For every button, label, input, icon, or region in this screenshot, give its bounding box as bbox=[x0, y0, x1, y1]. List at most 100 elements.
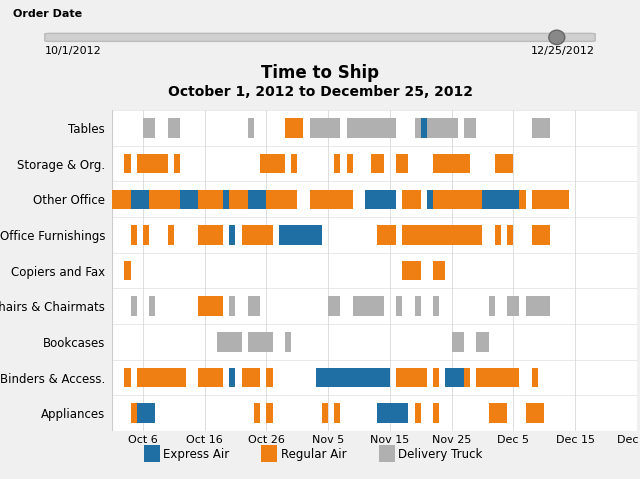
Bar bbox=[261, 445, 277, 462]
Bar bbox=[415, 118, 420, 138]
Text: 12/25/2012: 12/25/2012 bbox=[531, 46, 595, 56]
Bar bbox=[131, 403, 137, 423]
Bar bbox=[532, 368, 538, 388]
Bar bbox=[328, 297, 340, 316]
Bar bbox=[378, 225, 396, 245]
Text: Express Air: Express Air bbox=[163, 447, 230, 461]
Bar bbox=[149, 190, 180, 209]
Bar bbox=[513, 297, 520, 316]
Bar bbox=[476, 368, 520, 388]
Text: Delivery Truck: Delivery Truck bbox=[398, 447, 483, 461]
Bar bbox=[420, 118, 427, 138]
Bar bbox=[229, 297, 236, 316]
Bar bbox=[347, 118, 396, 138]
Bar bbox=[310, 190, 353, 209]
Bar bbox=[285, 332, 291, 352]
Bar bbox=[396, 154, 408, 173]
Bar bbox=[168, 225, 173, 245]
Bar bbox=[223, 190, 229, 209]
Bar bbox=[347, 368, 390, 388]
Bar bbox=[402, 261, 420, 280]
Bar bbox=[433, 403, 439, 423]
Bar bbox=[137, 154, 168, 173]
Bar bbox=[488, 297, 495, 316]
Bar bbox=[266, 368, 273, 388]
Bar bbox=[180, 190, 198, 209]
Bar bbox=[532, 118, 550, 138]
Text: Regular Air: Regular Air bbox=[280, 447, 346, 461]
Bar bbox=[260, 154, 285, 173]
Bar bbox=[507, 297, 513, 316]
Bar bbox=[198, 190, 223, 209]
Bar bbox=[144, 445, 160, 462]
Bar bbox=[278, 225, 322, 245]
Text: Order Date: Order Date bbox=[13, 9, 82, 19]
Bar bbox=[433, 261, 445, 280]
Bar bbox=[229, 368, 236, 388]
Bar bbox=[427, 118, 458, 138]
Bar bbox=[525, 297, 550, 316]
Bar bbox=[464, 118, 476, 138]
Bar bbox=[131, 190, 149, 209]
Bar bbox=[488, 403, 507, 423]
Bar bbox=[415, 297, 420, 316]
Bar bbox=[353, 297, 383, 316]
Ellipse shape bbox=[548, 30, 564, 45]
Bar bbox=[483, 190, 520, 209]
Bar bbox=[124, 368, 131, 388]
FancyBboxPatch shape bbox=[45, 34, 595, 41]
Bar bbox=[316, 368, 347, 388]
Bar bbox=[291, 154, 297, 173]
Bar bbox=[495, 225, 501, 245]
Text: Time to Ship: Time to Ship bbox=[261, 64, 379, 81]
Bar bbox=[396, 368, 427, 388]
Bar bbox=[452, 332, 464, 352]
Bar bbox=[198, 297, 223, 316]
Bar bbox=[532, 225, 550, 245]
Bar bbox=[137, 368, 186, 388]
Bar bbox=[229, 225, 236, 245]
Bar bbox=[322, 403, 328, 423]
Bar bbox=[525, 403, 544, 423]
Bar bbox=[476, 332, 488, 352]
Bar bbox=[229, 190, 248, 209]
Bar bbox=[445, 368, 464, 388]
Bar bbox=[248, 332, 273, 352]
Bar bbox=[495, 154, 513, 173]
Bar bbox=[137, 403, 156, 423]
Bar bbox=[248, 190, 266, 209]
Bar bbox=[131, 297, 137, 316]
Bar bbox=[254, 403, 260, 423]
Bar bbox=[415, 403, 420, 423]
Bar bbox=[217, 332, 242, 352]
Bar bbox=[143, 225, 149, 245]
Bar bbox=[310, 118, 340, 138]
Bar bbox=[168, 118, 180, 138]
Bar bbox=[242, 368, 260, 388]
Bar bbox=[248, 118, 254, 138]
Bar bbox=[371, 154, 383, 173]
Bar bbox=[427, 190, 433, 209]
Bar bbox=[198, 368, 223, 388]
Bar bbox=[143, 118, 156, 138]
Bar bbox=[347, 154, 353, 173]
Bar bbox=[507, 225, 513, 245]
Bar bbox=[396, 297, 402, 316]
Bar bbox=[198, 225, 223, 245]
Bar bbox=[242, 225, 273, 245]
Bar bbox=[378, 403, 408, 423]
Bar bbox=[124, 261, 131, 280]
Bar bbox=[149, 297, 156, 316]
Bar bbox=[334, 154, 340, 173]
Bar bbox=[433, 154, 470, 173]
Bar bbox=[464, 368, 470, 388]
Bar bbox=[402, 225, 483, 245]
Bar bbox=[520, 190, 525, 209]
Bar bbox=[379, 445, 395, 462]
Bar bbox=[266, 403, 273, 423]
Text: 10/1/2012: 10/1/2012 bbox=[45, 46, 102, 56]
Bar bbox=[248, 297, 260, 316]
Bar bbox=[266, 190, 297, 209]
Bar bbox=[285, 118, 303, 138]
Bar bbox=[131, 225, 137, 245]
